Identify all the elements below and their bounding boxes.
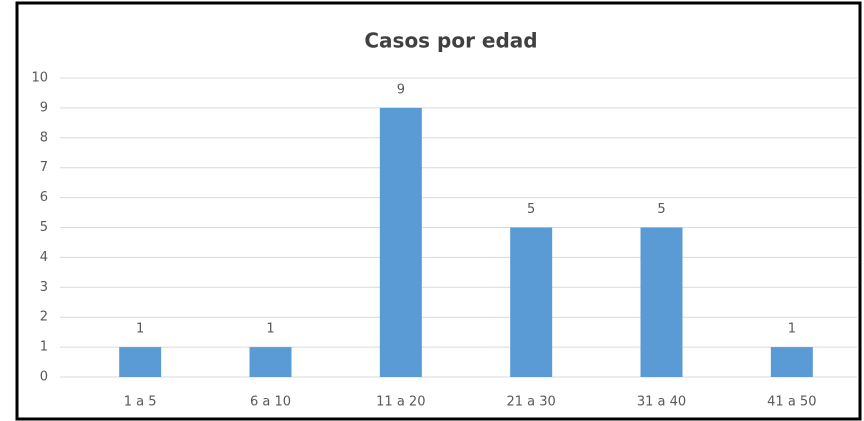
bar xyxy=(640,227,683,377)
data-label: 1 xyxy=(788,322,796,337)
x-tick-label: 6 a 10 xyxy=(250,395,291,410)
y-tick-label: 8 xyxy=(40,130,48,145)
x-tick-label: 41 a 50 xyxy=(767,395,816,410)
x-tick-label: 21 a 30 xyxy=(507,395,556,410)
y-tick-label: 9 xyxy=(40,100,48,115)
y-tick-label: 1 xyxy=(40,340,48,355)
y-tick-label: 5 xyxy=(40,220,48,235)
data-label: 5 xyxy=(527,202,535,217)
y-tick-label: 7 xyxy=(40,160,48,175)
x-tick-label: 1 a 5 xyxy=(124,395,157,410)
bar xyxy=(119,347,162,377)
frame xyxy=(15,1,862,421)
bar xyxy=(379,107,422,378)
data-label: 1 xyxy=(266,322,274,337)
x-tick-label: 31 a 40 xyxy=(637,395,686,410)
bar xyxy=(770,347,813,377)
y-tick-label: 3 xyxy=(40,280,48,295)
bar xyxy=(249,347,292,377)
y-tick-label: 2 xyxy=(40,310,48,325)
data-label: 9 xyxy=(397,82,405,97)
x-tick-label: 11 a 20 xyxy=(376,395,425,410)
data-label: 1 xyxy=(136,322,144,337)
data-label: 5 xyxy=(657,202,665,217)
y-tick-label: 0 xyxy=(40,370,48,385)
bar xyxy=(510,227,553,377)
y-tick-label: 4 xyxy=(40,250,48,265)
chart-title: Casos por edad xyxy=(364,29,537,53)
y-tick-label: 10 xyxy=(31,71,48,86)
y-tick-label: 6 xyxy=(40,190,48,205)
